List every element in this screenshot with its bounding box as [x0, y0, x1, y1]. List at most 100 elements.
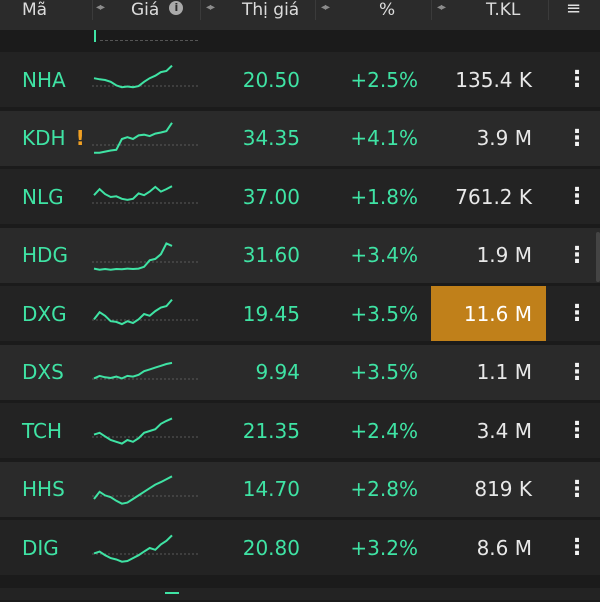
sparkline-chart — [92, 121, 198, 154]
stock-row[interactable]: HHS 14.70 +2.8% 819 K ⋮ — [0, 461, 600, 517]
sort-arrows-icon[interactable]: ◂▸ — [206, 2, 215, 13]
stock-row[interactable]: HDG 31.60 +3.4% 1.9 M ⋮ — [0, 227, 600, 283]
stock-row[interactable]: NLG 37.00 +1.8% 761.2 K ⋮ — [0, 169, 600, 224]
col-price-header[interactable]: Giá i — [131, 0, 184, 20]
stock-change-pct: +2.8% — [350, 477, 418, 501]
stock-symbol[interactable]: NLG — [22, 169, 64, 224]
col-change-header[interactable]: % — [379, 0, 395, 20]
stock-symbol[interactable]: NHA — [22, 52, 66, 107]
stock-volume: 761.2 K — [455, 184, 532, 209]
stock-symbol[interactable]: DIG — [22, 520, 59, 575]
stock-price: 20.80 — [242, 535, 300, 560]
row-more-icon[interactable]: ⋮ — [566, 242, 588, 268]
stock-row[interactable]: DIG 20.80 +3.2% 8.6 M ⋮ — [0, 520, 600, 575]
sparkline-series — [93, 474, 173, 505]
col-symbol-header[interactable]: Mã — [22, 0, 47, 20]
row-more-icon[interactable]: ⋮ — [566, 535, 588, 560]
sort-arrows-icon[interactable]: ◂▸ — [321, 2, 330, 13]
list-bottom-partial — [0, 588, 600, 600]
sparkline-chart — [92, 474, 198, 505]
stock-symbol-text: HHS — [22, 477, 65, 501]
col-divider — [315, 0, 316, 20]
sparkline-chart — [92, 241, 198, 271]
stock-row[interactable]: KDH! 34.35 +4.1% 3.9 M ⋮ — [0, 110, 600, 166]
stock-volume: 1.1 M — [476, 360, 532, 384]
row-more-icon[interactable]: ⋮ — [566, 418, 588, 443]
stock-symbol[interactable]: TCH — [22, 403, 62, 458]
stock-symbol-text: NHA — [22, 67, 66, 92]
row-more-icon[interactable]: ⋮ — [566, 301, 588, 326]
sparkline-series — [93, 417, 173, 445]
sparkline-chart — [92, 361, 198, 379]
stock-volume: 135.4 K — [455, 67, 532, 92]
sparkline-series — [93, 64, 173, 89]
stock-change-pct: +2.5% — [350, 67, 418, 92]
stock-symbol-text: DXG — [22, 301, 67, 326]
col-market-price-header[interactable]: Thị giá — [242, 0, 299, 20]
row-more-icon[interactable]: ⋮ — [566, 184, 588, 209]
sort-arrows-icon[interactable]: ◂▸ — [437, 2, 446, 13]
row-more-icon[interactable]: ⋮ — [566, 476, 588, 502]
stock-symbol[interactable]: KDH! — [22, 111, 85, 166]
sort-arrows-icon[interactable]: ◂▸ — [96, 2, 105, 13]
partial-row-divider — [94, 30, 96, 42]
menu-icon[interactable]: ≡ — [566, 0, 582, 19]
sparkline-series — [93, 185, 173, 201]
stock-volume: 11.6 M — [431, 286, 546, 341]
stock-symbol-text: NLG — [22, 184, 64, 209]
sparkline-chart — [92, 298, 198, 326]
stock-symbol[interactable]: HHS — [22, 462, 65, 517]
table-header: Mã ◂▸ Giá i ◂▸ Thị giá ◂▸ % ◂▸ T.KL ≡ — [0, 0, 600, 30]
stock-change-pct: +3.4% — [350, 243, 418, 267]
sparkline-chart — [92, 417, 198, 445]
stock-symbol-text: TCH — [22, 418, 63, 443]
stock-volume: 3.4 M — [476, 418, 532, 443]
stock-price: 9.94 — [255, 360, 300, 384]
stock-row[interactable]: DXG 19.45 +3.5% 11.6 M ⋮ — [0, 286, 600, 341]
stock-volume: 3.9 M — [476, 126, 532, 150]
stock-row[interactable]: NHA 20.50 +2.5% 135.4 K ⋮ — [0, 52, 600, 107]
stock-change-pct: +3.2% — [350, 535, 418, 560]
sparkline-series — [93, 241, 173, 271]
col-divider — [200, 0, 201, 20]
stock-row[interactable]: DXS 9.94 +3.5% 1.1 M ⋮ — [0, 344, 600, 400]
sparkline-series — [93, 298, 173, 326]
col-volume-label: T.KL — [486, 0, 521, 20]
col-price-label: Giá — [131, 0, 160, 20]
sparkline-chart — [92, 185, 198, 204]
sparkline-series — [93, 361, 173, 379]
stock-price: 20.50 — [242, 67, 300, 92]
info-icon[interactable]: i — [169, 1, 184, 15]
stock-price: 31.60 — [242, 243, 300, 267]
stock-volume: 8.6 M — [476, 535, 532, 560]
stock-price: 37.00 — [242, 184, 300, 209]
stock-symbol-text: HDG — [22, 243, 68, 267]
stock-symbol-text: KDH — [22, 126, 66, 150]
stock-symbol[interactable]: HDG — [22, 228, 68, 283]
col-volume-header[interactable]: T.KL — [486, 0, 520, 20]
row-more-icon[interactable]: ⋮ — [566, 359, 588, 385]
row-more-icon[interactable]: ⋮ — [566, 67, 588, 92]
stock-change-pct: +1.8% — [350, 184, 418, 209]
col-market-price-label: Thị giá — [242, 0, 300, 20]
stock-symbol[interactable]: DXS — [22, 345, 64, 400]
stock-volume: 819 K — [474, 477, 532, 501]
col-change-label: % — [379, 0, 396, 20]
stock-price: 34.35 — [242, 126, 300, 150]
stock-symbol[interactable]: DXG — [22, 286, 67, 341]
sparkline-chart — [92, 534, 198, 563]
stock-change-pct: +3.5% — [350, 301, 418, 326]
stock-symbol-text: DIG — [22, 535, 59, 560]
stock-row[interactable]: TCH 21.35 +2.4% 3.4 M ⋮ — [0, 403, 600, 458]
sparkline-series — [93, 534, 173, 563]
list-top-partial — [0, 30, 600, 52]
sparkline-chart — [92, 64, 198, 89]
scrollbar[interactable] — [596, 232, 600, 282]
row-more-icon[interactable]: ⋮ — [566, 125, 588, 151]
col-symbol-label: Mã — [22, 0, 48, 20]
col-divider — [548, 0, 549, 20]
col-divider — [92, 0, 93, 20]
stock-price: 14.70 — [242, 477, 300, 501]
stock-price: 19.45 — [242, 301, 300, 326]
stock-change-pct: +4.1% — [350, 126, 418, 150]
